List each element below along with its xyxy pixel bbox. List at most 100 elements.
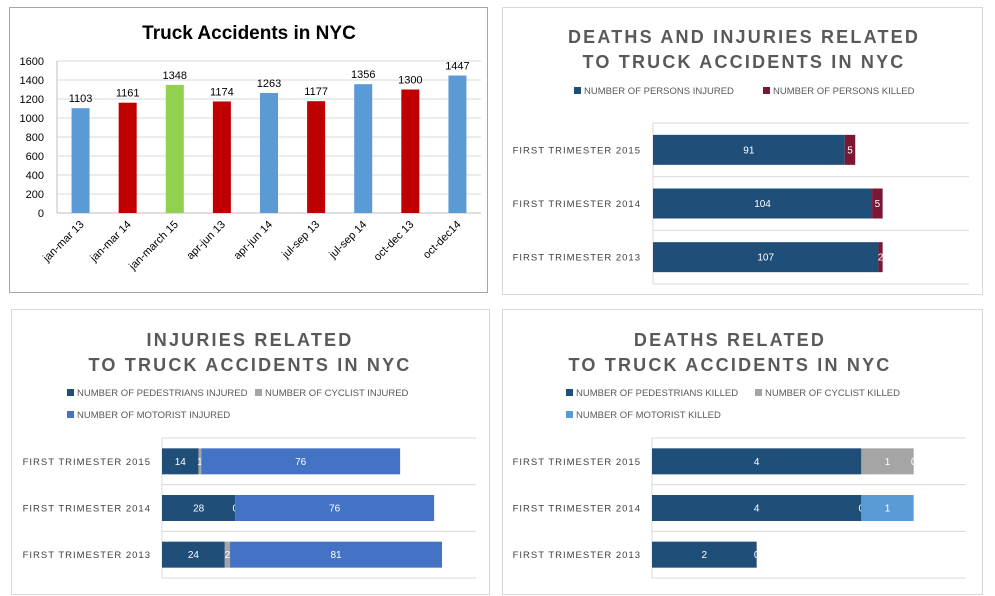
legend-swatch-number-of-pedestrians-injured bbox=[67, 389, 74, 396]
y-tick-label: 1400 bbox=[20, 75, 44, 87]
legend-label: NUMBER OF MOTORIST KILLED bbox=[576, 410, 721, 421]
chart-title-line: TO TRUCK ACCIDENTS IN NYC bbox=[582, 52, 905, 72]
legend-label: NUMBER OF PERSONS INJURED bbox=[584, 86, 734, 97]
legend-swatch-number-of-motorist-killed bbox=[566, 411, 573, 418]
category-label: FIRST TRIMESTER 2014 bbox=[513, 199, 641, 210]
x-tick-label: jan-march 15 bbox=[126, 219, 181, 274]
bar-segment-number-of-pedestrians-killed bbox=[652, 448, 862, 475]
bar-jul-sep-14 bbox=[354, 84, 373, 214]
category-label: FIRST TRIMESTER 2013 bbox=[513, 550, 641, 561]
y-tick-label: 200 bbox=[26, 189, 44, 201]
category-label: FIRST TRIMESTER 2014 bbox=[513, 504, 641, 515]
legend-label: NUMBER OF CYCLIST KILLED bbox=[765, 388, 900, 399]
chart-title-line: TO TRUCK ACCIDENTS IN NYC bbox=[88, 355, 411, 375]
y-tick-label: 0 bbox=[38, 208, 44, 220]
x-tick-label: oct-dec14 bbox=[421, 219, 464, 262]
legend-label: NUMBER OF PERSONS KILLED bbox=[773, 86, 915, 97]
chart-title: Truck Accidents in NYC bbox=[142, 23, 356, 44]
y-tick-label: 600 bbox=[26, 151, 44, 163]
bar-segment-number-of-persons-injured bbox=[653, 188, 873, 219]
x-tick-label: oct-dec 13 bbox=[372, 219, 417, 264]
data-label: 14 bbox=[175, 457, 187, 468]
chart-title-line: DEATHS AND INJURIES RELATED bbox=[568, 27, 920, 47]
bar-jan-march-15 bbox=[165, 84, 184, 213]
chart-title-line: INJURIES RELATED bbox=[147, 330, 354, 350]
bar-segment-number-of-persons-killed bbox=[844, 134, 856, 165]
y-tick-label: 400 bbox=[26, 170, 44, 182]
bar-segment-number-of-persons-killed bbox=[872, 188, 883, 219]
x-tick-label: apr-jun 13 bbox=[184, 219, 228, 263]
x-tick-label: apr-jun 14 bbox=[232, 219, 276, 263]
x-tick-label: jan-mar 13 bbox=[40, 219, 86, 265]
data-label: 76 bbox=[329, 504, 341, 515]
category-label: FIRST TRIMESTER 2015 bbox=[513, 145, 641, 156]
data-label: 1161 bbox=[116, 88, 140, 100]
bar-oct-dec14 bbox=[448, 75, 467, 213]
data-label: 1 bbox=[197, 457, 203, 468]
data-label: 91 bbox=[743, 145, 755, 156]
category-label: FIRST TRIMESTER 2013 bbox=[513, 253, 641, 264]
bar-segment-number-of-cyclist-injured bbox=[198, 448, 202, 475]
data-label: 1447 bbox=[445, 61, 469, 73]
chart-panel-deaths-and-injuries: DEATHS AND INJURIES RELATED TO TRUCK ACCI… bbox=[502, 7, 983, 295]
bar-segment-number-of-pedestrians-injured bbox=[162, 448, 199, 475]
data-label: 5 bbox=[847, 145, 853, 156]
x-tick-label: jan-mar 14 bbox=[87, 219, 133, 265]
y-tick-label: 800 bbox=[26, 132, 44, 144]
data-label: 2 bbox=[225, 550, 231, 561]
legend-label: NUMBER OF PEDESTRIANS KILLED bbox=[576, 388, 738, 399]
category-label: FIRST TRIMESTER 2015 bbox=[513, 457, 641, 468]
data-label: 1263 bbox=[257, 78, 281, 90]
bar-segment-number-of-motorist-injured bbox=[201, 448, 401, 475]
chart-panel-truck-accidents: Truck Accidents in NYC 0 200 400 600 800 1000 1… bbox=[9, 7, 488, 293]
data-label: 81 bbox=[330, 550, 342, 561]
bar-segment-number-of-motorist-injured bbox=[230, 541, 442, 568]
data-label: 1300 bbox=[398, 75, 422, 87]
bar-segment-number-of-cyclist-killed bbox=[861, 448, 914, 475]
bar-segment-number-of-motorist-injured bbox=[235, 495, 435, 521]
bar-jan-mar-13 bbox=[71, 108, 90, 213]
data-label: 1 bbox=[885, 504, 891, 515]
chart-title-line: TO TRUCK ACCIDENTS IN NYC bbox=[568, 355, 891, 375]
y-tick-label: 1600 bbox=[20, 56, 44, 68]
bar-segment-number-of-pedestrians-killed bbox=[652, 541, 757, 568]
category-label: FIRST TRIMESTER 2015 bbox=[23, 457, 151, 468]
category-label: FIRST TRIMESTER 2014 bbox=[23, 504, 151, 515]
legend-swatch-number-of-cyclist-killed bbox=[755, 389, 762, 396]
legend-swatch-number-of-persons-injured bbox=[574, 87, 581, 94]
data-label: 1103 bbox=[69, 93, 93, 105]
data-label: 1356 bbox=[351, 69, 375, 81]
bar-segment-number-of-persons-injured bbox=[653, 242, 879, 273]
bar-segment-number-of-persons-killed bbox=[878, 242, 883, 273]
data-label: 107 bbox=[757, 253, 774, 264]
bar-segment-number-of-persons-injured bbox=[653, 134, 845, 165]
x-tick-label: jul-sep 13 bbox=[279, 219, 322, 262]
bar-segment-number-of-cyclist-injured bbox=[224, 541, 231, 568]
truck-accidents-bar-chart: Truck Accidents in NYC 0 200 400 600 800 1000 1… bbox=[20, 23, 481, 274]
legend-label: NUMBER OF MOTORIST INJURED bbox=[77, 410, 230, 421]
data-label: 28 bbox=[193, 504, 205, 515]
bar-jan-mar-14 bbox=[118, 102, 137, 213]
bar-segment-number-of-pedestrians-injured bbox=[162, 495, 236, 521]
legend-label: NUMBER OF PEDESTRIANS INJURED bbox=[77, 388, 248, 399]
bar-segment-number-of-pedestrians-killed bbox=[652, 495, 862, 521]
y-tick-label: 1000 bbox=[20, 113, 44, 125]
data-label: 4 bbox=[754, 504, 760, 515]
bar-apr-jun-14 bbox=[260, 93, 278, 213]
data-label: 1348 bbox=[163, 70, 187, 82]
data-label: 24 bbox=[188, 550, 200, 561]
chart-title-line: DEATHS RELATED bbox=[634, 330, 826, 350]
bar-oct-dec-13 bbox=[401, 89, 420, 213]
data-label: 4 bbox=[754, 457, 760, 468]
data-label: 2 bbox=[702, 550, 708, 561]
chart-panel-deaths: DEATHS RELATED TO TRUCK ACCIDENTS IN NYC N… bbox=[502, 309, 983, 595]
data-label: 0 bbox=[911, 457, 917, 468]
injuries-bar-chart: INJURIES RELATED TO TRUCK ACCIDENTS IN NY… bbox=[23, 330, 476, 579]
legend-swatch-number-of-pedestrians-killed bbox=[566, 389, 573, 396]
data-label: 5 bbox=[875, 199, 881, 210]
y-tick-label: 1200 bbox=[20, 94, 44, 106]
bar-jul-sep-13 bbox=[307, 101, 326, 213]
data-label: 76 bbox=[295, 457, 307, 468]
legend-swatch-number-of-persons-killed bbox=[763, 87, 770, 94]
legend-swatch-number-of-cyclist-injured bbox=[255, 389, 262, 396]
